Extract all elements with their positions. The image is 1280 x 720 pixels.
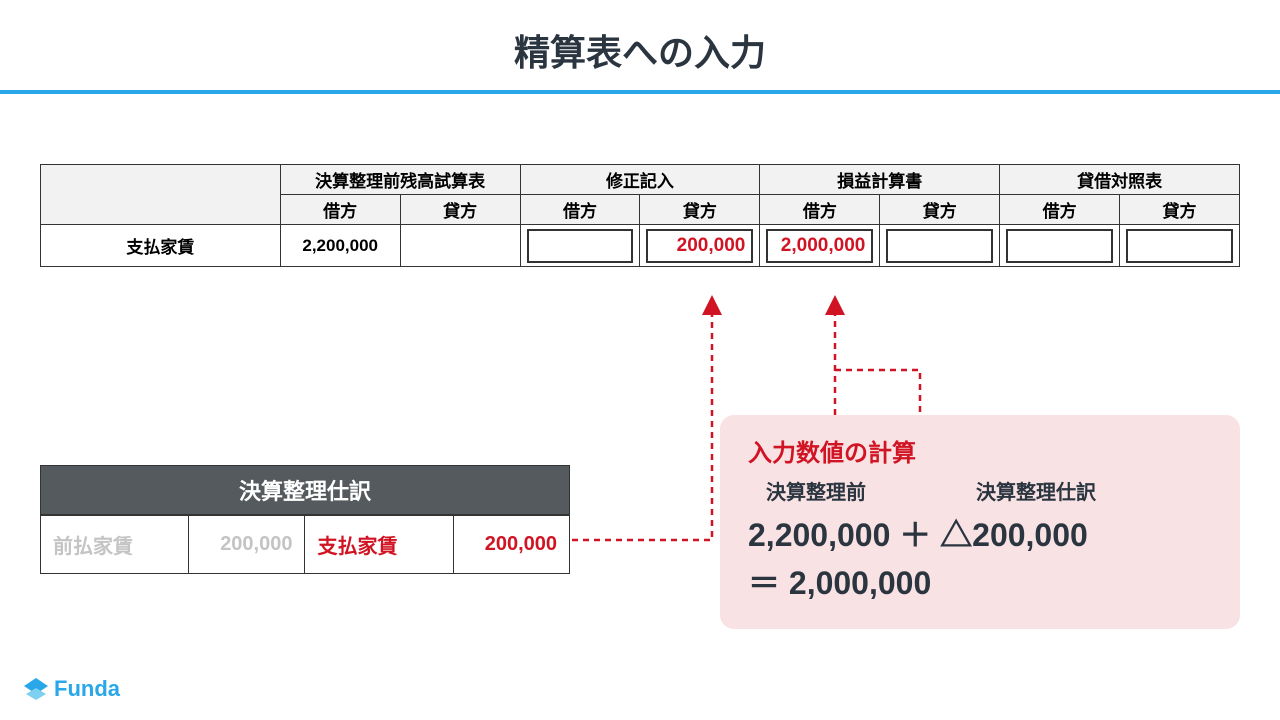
col-header: 貸方 <box>400 195 520 225</box>
section-header: 修正記入 <box>520 165 760 195</box>
journal-title: 決算整理仕訳 <box>40 465 570 515</box>
logo: Funda <box>24 676 120 702</box>
logo-text: Funda <box>54 676 120 702</box>
page-title: 精算表への入力 <box>0 0 1280 90</box>
calc-line2: ＝ 2,000,000 <box>748 559 1212 607</box>
title-underline <box>0 90 1280 94</box>
journal-debit-amount: 200,000 <box>189 516 305 574</box>
bs-debit-input[interactable] <box>1006 229 1113 263</box>
logo-icon <box>24 678 48 700</box>
col-header: 借方 <box>1000 195 1120 225</box>
pl-debit-input[interactable]: 2,000,000 <box>766 229 873 263</box>
col-header: 借方 <box>280 195 400 225</box>
col-header: 借方 <box>520 195 640 225</box>
calc-sub2: 決算整理仕訳 <box>976 476 1096 505</box>
section-header: 貸借対照表 <box>1000 165 1240 195</box>
journal-debit-account: 前払家賃 <box>41 516 189 574</box>
bs-debit-cell <box>1000 225 1120 267</box>
journal-section: 決算整理仕訳 前払家賃 200,000 支払家賃 200,000 <box>40 465 570 574</box>
section-header: 損益計算書 <box>760 165 1000 195</box>
col-header: 貸方 <box>1120 195 1240 225</box>
trial-debit: 2,200,000 <box>280 225 400 267</box>
calc-line1: 2,200,000 ＋ △200,000 <box>748 511 1212 559</box>
calculation-box: 入力数値の計算 決算整理前 決算整理仕訳 2,200,000 ＋ △200,00… <box>720 415 1240 629</box>
adj-debit-cell <box>520 225 640 267</box>
journal-table: 前払家賃 200,000 支払家賃 200,000 <box>40 515 570 574</box>
adj-credit-input[interactable]: 200,000 <box>646 229 753 263</box>
calc-sub1: 決算整理前 <box>766 476 866 505</box>
col-header: 貸方 <box>880 195 1000 225</box>
col-header: 貸方 <box>640 195 760 225</box>
trial-credit <box>400 225 520 267</box>
worksheet-table: 決算整理前残高試算表 修正記入 損益計算書 貸借対照表 借方 貸方 借方 貸方 … <box>40 164 1240 267</box>
pl-credit-cell <box>880 225 1000 267</box>
journal-credit-amount: 200,000 <box>453 516 569 574</box>
section-header: 決算整理前残高試算表 <box>280 165 520 195</box>
pl-debit-cell: 2,000,000 <box>760 225 880 267</box>
col-header: 借方 <box>760 195 880 225</box>
bs-credit-cell <box>1120 225 1240 267</box>
adj-debit-input[interactable] <box>527 229 634 263</box>
bs-credit-input[interactable] <box>1126 229 1233 263</box>
journal-credit-account: 支払家賃 <box>305 516 453 574</box>
calc-title: 入力数値の計算 <box>748 433 1212 468</box>
adj-credit-cell: 200,000 <box>640 225 760 267</box>
pl-credit-input[interactable] <box>886 229 993 263</box>
account-name: 支払家賃 <box>41 225 281 267</box>
